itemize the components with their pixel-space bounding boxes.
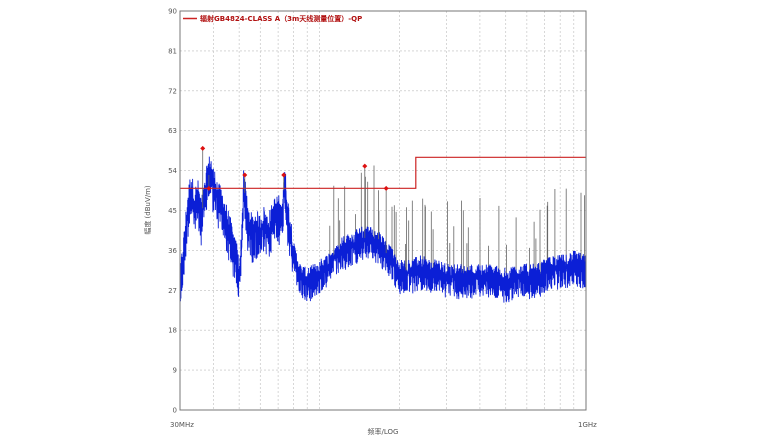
limit-line bbox=[180, 156, 586, 189]
y-tick-label: 81 bbox=[168, 47, 177, 55]
y-tick-label: 45 bbox=[168, 207, 177, 215]
y-tick-label: 27 bbox=[168, 287, 177, 295]
y-tick-label: 0 bbox=[173, 407, 177, 415]
x-tick-label-end: 1GHz bbox=[578, 421, 597, 429]
y-tick-labels: 0 9 18 27 36 45 54 63 72 81 90 bbox=[168, 8, 177, 415]
y-tick-label: 9 bbox=[173, 367, 177, 375]
peak-marker bbox=[383, 185, 389, 191]
legend-label: 辐射GB4824-CLASS A（3m天线测量位置）-QP bbox=[200, 14, 362, 23]
trace-peak-spikes bbox=[329, 165, 585, 282]
peak-marker bbox=[362, 163, 368, 169]
peak-marker bbox=[242, 172, 248, 178]
plot-frame bbox=[179, 10, 587, 411]
y-tick-label: 18 bbox=[168, 327, 177, 335]
x-axis-label: 频率/LOG bbox=[368, 427, 399, 436]
peak-marker bbox=[200, 145, 206, 151]
limit-layer bbox=[180, 156, 586, 189]
y-axis-label: 幅度 (dBuV/m) bbox=[143, 185, 152, 235]
trace-layer bbox=[179, 156, 587, 303]
peak-markers bbox=[200, 145, 389, 254]
measurement-trace bbox=[179, 156, 587, 303]
peak-marker bbox=[206, 185, 212, 191]
y-tick-label: 36 bbox=[168, 247, 177, 255]
grid bbox=[180, 10, 586, 411]
y-tick-label: 63 bbox=[168, 127, 177, 135]
y-tick-label: 90 bbox=[168, 8, 177, 16]
x-tick-label-start: 30MHz bbox=[170, 421, 194, 429]
peak-marker bbox=[281, 172, 287, 178]
y-tick-label: 54 bbox=[168, 167, 177, 175]
y-tick-label: 72 bbox=[168, 87, 177, 95]
